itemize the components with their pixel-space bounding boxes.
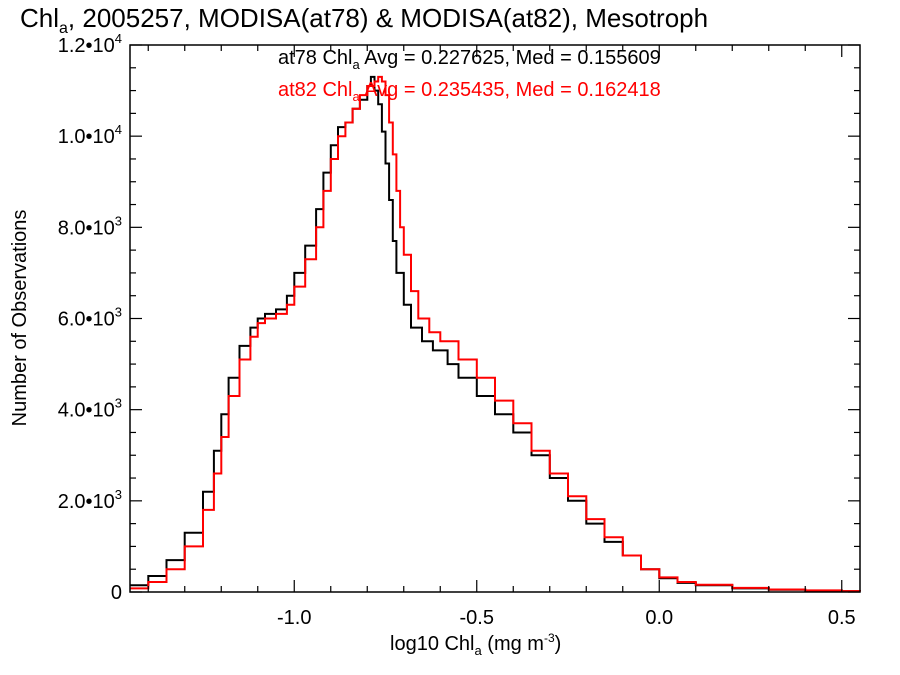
y-tick-label: 1.0•104 [58,122,122,148]
title-suffix: , 2005257, MODISA(at78) & MODISA(at82), … [68,3,708,33]
x-axis-label: log10 Chla (mg m-3) [390,631,561,658]
y-tick-label: 6.0•103 [58,305,122,331]
y-tick-label: 4.0•103 [58,396,122,422]
y-tick-label: 2.0•103 [58,487,122,513]
series-at82-line [130,75,861,593]
legend-at78-subscript: a [353,57,361,72]
legend-at82-label: at82 Chl [278,79,353,101]
y-tick-label: 1.2•104 [58,31,122,57]
chart-title: Chla, 2005257, MODISA(at78) & MODISA(at8… [20,3,708,37]
y-tick-label: 8.0•103 [58,213,122,239]
x-tick-label: 0.0 [645,607,673,629]
series-at78-line [130,75,861,593]
x-axis-label-units: (mg m [482,633,544,655]
series-layer [130,75,861,593]
x-axis-label-text: log10 Chl [390,633,475,655]
x-axis-label-superscript: -3 [544,631,555,645]
legend-at78-stats: Avg = 0.227625, Med = 0.155609 [360,47,661,69]
legend-at78-label: at78 Chl [278,47,353,69]
x-tick-label: -1.0 [277,607,311,629]
x-tick-label: 0.5 [828,607,856,629]
legend-at82: at82 Chla Avg = 0.235435, Med = 0.162418 [278,79,661,104]
legend-at82-stats: Avg = 0.235435, Med = 0.162418 [360,79,661,101]
y-tick-label: 0 [111,582,122,604]
tick-layer: -1.0 -0.5 0.0 0.5 0 2.0•103 4.0•103 6.0•103 8.0•… [58,31,860,629]
x-tick-label: -0.5 [460,607,494,629]
legend-at78: at78 Chla Avg = 0.227625, Med = 0.155609 [278,47,661,72]
title-subscript: a [59,20,68,37]
x-axis-label-subscript: a [475,643,483,658]
x-axis-label-close: ) [555,633,562,655]
legend-at82-subscript: a [353,89,361,104]
plot-frame [129,44,861,593]
title-text: Chl [20,3,59,33]
y-axis-label: Number of Observations [9,210,31,427]
